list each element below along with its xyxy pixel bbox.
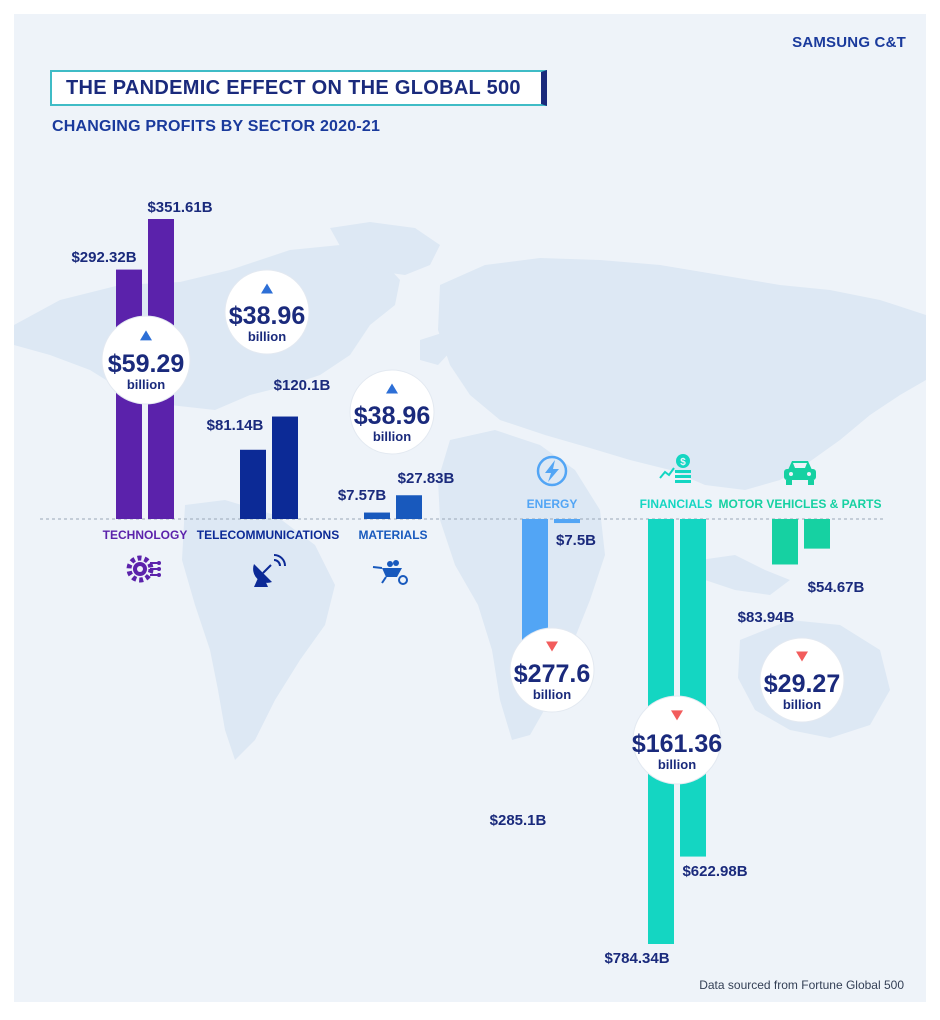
barrow-load <box>393 560 399 566</box>
satellite-dish-icon <box>253 554 286 587</box>
arrow-up-icon <box>386 383 398 394</box>
arrow-up-icon <box>261 283 273 294</box>
car-icon <box>784 461 816 485</box>
car-body <box>784 469 816 480</box>
change-amount: $29.27 <box>764 670 840 698</box>
bar-second-5 <box>804 519 830 549</box>
gear-circuit-icon <box>126 555 161 583</box>
source-note: Data sourced from Fortune Global 500 <box>699 978 904 992</box>
value-label: $285.1B <box>490 812 547 829</box>
value-label: $7.5B <box>556 532 596 549</box>
bubble-circle <box>632 695 722 785</box>
change-unit: billion <box>658 757 696 772</box>
brand-logo: SAMSUNG C&T <box>792 34 906 51</box>
barrow-tub <box>382 568 402 577</box>
bubble-circle <box>224 269 310 355</box>
bar-second-3 <box>554 519 580 524</box>
change-unit: billion <box>783 697 821 712</box>
bubble-circle <box>509 627 595 713</box>
coin-stack <box>675 475 691 478</box>
value-label: $7.57B <box>338 487 387 504</box>
dish <box>253 564 272 583</box>
dish-base <box>254 578 268 587</box>
bar-first-5 <box>772 519 798 565</box>
category-label: ENERGY <box>527 497 578 511</box>
circuit-node <box>157 573 161 577</box>
value-label: $351.61B <box>147 199 212 216</box>
barrow-handle <box>372 566 383 569</box>
barrow-leg <box>381 576 387 584</box>
bar-first-1 <box>240 449 266 519</box>
car-window <box>793 463 807 468</box>
signal-wave <box>273 554 286 567</box>
change-amount: $38.96 <box>229 302 305 330</box>
value-label: $54.67B <box>808 579 865 596</box>
arrow-down-icon <box>671 710 683 721</box>
arrow-up-icon <box>140 330 152 341</box>
barrow-wheel <box>398 575 408 585</box>
bolt <box>545 460 559 482</box>
growth-line <box>659 467 675 479</box>
value-label: $784.34B <box>604 950 669 967</box>
bubble-circle <box>101 315 191 405</box>
bar-first-2 <box>364 512 390 519</box>
circuit-node <box>157 561 161 565</box>
change-unit: billion <box>373 429 411 444</box>
change-unit: billion <box>248 329 286 344</box>
value-label: $622.98B <box>682 863 747 880</box>
coin-symbol: $ <box>680 457 686 468</box>
change-amount: $38.96 <box>354 402 430 430</box>
change-unit: billion <box>127 377 165 392</box>
arrow-down-icon <box>796 651 808 662</box>
chart-subtitle: CHANGING PROFITS BY SECTOR 2020-21 <box>52 118 381 135</box>
change-amount: $161.36 <box>632 730 722 758</box>
circuit-node <box>157 567 161 571</box>
category-label: FINANCIALS <box>640 497 713 511</box>
coin <box>676 454 690 468</box>
category-label: TECHNOLOGY <box>103 528 188 542</box>
change-amount: $277.6 <box>514 660 590 688</box>
coin-stack <box>675 480 691 483</box>
gear-hole <box>137 566 143 572</box>
value-label: $120.1B <box>274 377 331 394</box>
car-light <box>807 472 811 476</box>
value-label: $27.83B <box>398 470 455 487</box>
car-light <box>789 472 793 476</box>
category-label: TELECOMMUNICATIONS <box>197 528 339 542</box>
bolt-ring <box>536 455 568 487</box>
arrow-down-icon <box>546 641 558 652</box>
change-amount: $59.29 <box>108 350 184 378</box>
bar-second-4 <box>680 519 706 857</box>
chart-title: THE PANDEMIC EFFECT ON THE GLOBAL 500 <box>50 70 547 106</box>
category-label: MATERIALS <box>358 528 427 542</box>
bubble-circle <box>759 637 845 723</box>
bar-second-1 <box>272 416 298 519</box>
barrow-load <box>387 561 393 567</box>
money-growth-icon: $ <box>659 454 691 483</box>
coin-stack <box>675 470 691 473</box>
car-wheel <box>786 480 792 485</box>
bubble-circle <box>349 369 435 455</box>
value-label: $81.14B <box>207 417 264 434</box>
signal-wave <box>273 559 281 567</box>
dish-arm <box>262 564 272 574</box>
car-wheel <box>808 480 814 485</box>
lightning-bolt-icon <box>536 455 568 487</box>
bar-second-2 <box>396 495 422 519</box>
value-label: $292.32B <box>71 249 136 266</box>
wheelbarrow-icon <box>372 560 408 585</box>
category-label: MOTOR VEHICLES & PARTS <box>719 497 882 511</box>
change-unit: billion <box>533 687 571 702</box>
value-label: $83.94B <box>738 609 795 626</box>
